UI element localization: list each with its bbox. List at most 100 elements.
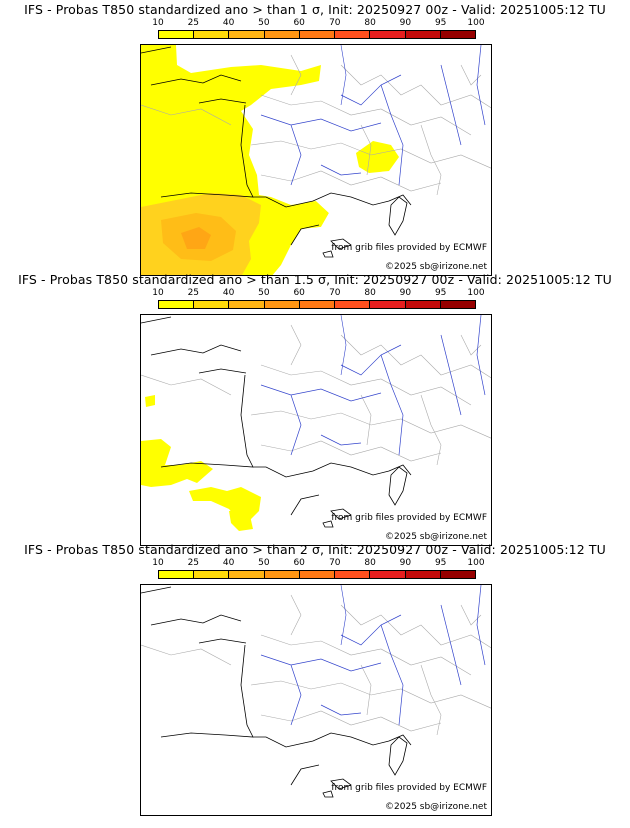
copyright-text: ©2025 sb@irizone.net [385,532,487,542]
legend-swatch [229,301,265,308]
legend-swatch [370,301,406,308]
legend-swatch [299,31,336,38]
legend-swatch [405,301,441,308]
legend-tick-labels: 10 25 40 50 60 70 80 90 95 100 [152,288,484,300]
legend-tick: 50 [258,288,270,298]
coastline [141,586,412,748]
data-source-credit: from grib files provided by ECMWF [331,783,487,793]
sea-area [281,195,411,275]
map-canvas [141,315,491,531]
prob-area-alps [356,141,399,173]
legend-swatch [370,571,406,578]
legend-tick: 40 [222,18,235,28]
legend-swatch [370,31,406,38]
legend-swatch [264,571,300,578]
coastline [290,224,320,246]
island-outline [322,778,352,798]
legend-swatch [264,31,300,38]
legend-swatch [194,571,230,578]
rivers [260,45,486,186]
island-outline [388,466,408,506]
legend-tick: 60 [293,558,305,568]
legend-tick: 70 [329,18,341,28]
legend-tick: 50 [258,18,270,28]
legend-tick: 70 [329,558,341,568]
legend-tick: 80 [364,288,376,298]
legend-tick: 25 [187,558,200,568]
island-outline [388,196,408,236]
copyright-text: ©2025 sb@irizone.net [385,262,487,272]
legend-tick-labels: 10 25 40 50 60 70 80 90 95 100 [152,18,484,30]
panel-title: IFS - Probas T850 standardized ano > tha… [24,2,606,17]
map-panel-1: IFS - Probas T850 standardized ano > tha… [0,0,630,276]
prob-area-10-25 [145,395,155,407]
legend-swatch [440,301,475,308]
legend-tick: 100 [467,288,485,298]
island-outline [322,238,352,258]
legend-swatch [229,571,265,578]
panel-title: IFS - Probas T850 standardized ano > tha… [24,542,606,557]
legend-swatch [159,31,195,38]
legend-swatch [405,31,441,38]
map-panel-2: IFS - Probas T850 standardized ano > tha… [0,270,630,546]
legend-swatch [159,301,195,308]
coastline [290,494,320,516]
coastline [290,764,320,786]
color-legend [158,570,476,579]
probability-map: from grib files provided by ECMWF ©2025 … [140,584,492,816]
legend-swatch [264,301,300,308]
legend-swatch [159,571,195,578]
legend-tick: 25 [187,18,200,28]
legend-swatch [440,31,475,38]
legend-tick: 10 [152,558,164,568]
legend-tick: 95 [434,18,447,28]
legend-swatch [405,571,441,578]
color-legend [158,30,476,39]
legend-tick: 90 [399,18,412,28]
legend-tick: 10 [152,288,164,298]
legend-tick: 70 [329,288,341,298]
legend-swatch [229,31,265,38]
prob-area-10-25 [229,511,253,531]
legend-swatch [299,571,336,578]
color-legend [158,300,476,309]
legend-swatch [335,301,371,308]
prob-area-10-25 [141,439,213,487]
legend-swatch [194,31,230,38]
rivers [260,585,486,726]
legend-swatch [440,571,475,578]
data-source-credit: from grib files provided by ECMWF [331,243,487,253]
rivers [260,315,486,456]
legend-tick: 60 [293,18,305,28]
legend-tick: 100 [467,558,485,568]
legend-swatch [194,301,230,308]
legend-tick: 90 [399,558,412,568]
coastline [141,316,412,478]
rivers [340,45,347,106]
legend-tick: 80 [364,558,376,568]
rivers [340,315,347,376]
map-canvas [141,45,491,275]
legend-tick: 100 [467,18,485,28]
legend-tick: 40 [222,288,235,298]
border-lines [141,594,491,736]
legend-tick: 25 [187,288,200,298]
legend-tick: 95 [434,288,447,298]
map-canvas [141,585,491,798]
legend-tick: 50 [258,558,270,568]
copyright-text: ©2025 sb@irizone.net [385,802,487,812]
legend-tick: 90 [399,288,412,298]
legend-tick: 40 [222,558,235,568]
legend-swatch [299,301,336,308]
prob-area-10-25 [189,487,261,521]
prob-area-50-60 [181,227,211,249]
panel-title: IFS - Probas T850 standardized ano > tha… [18,272,612,287]
probability-map: from grib files provided by ECMWF ©2025 … [140,44,492,276]
legend-tick-labels: 10 25 40 50 60 70 80 90 95 100 [152,558,484,570]
legend-tick: 95 [434,558,447,568]
island-outline [322,508,352,528]
legend-tick: 80 [364,18,376,28]
map-panel-3: IFS - Probas T850 standardized ano > tha… [0,540,630,816]
border-lines [141,324,491,466]
legend-swatch [335,571,371,578]
